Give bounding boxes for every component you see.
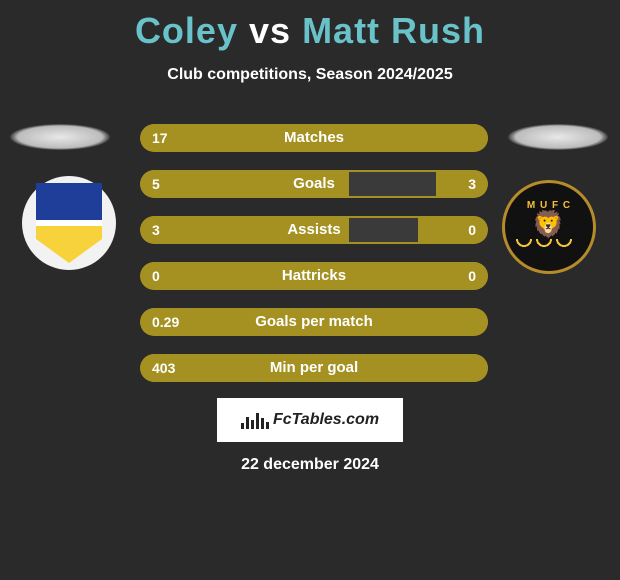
crest-right-lion-icon: 🦁 [514, 211, 584, 237]
branding-bar-segment-icon [251, 420, 254, 429]
branding-badge[interactable]: FcTables.com [217, 398, 403, 442]
stat-bar-row: 17Matches [140, 124, 488, 152]
title-player-left: Coley [135, 10, 238, 51]
crest-left-shield-icon [36, 183, 102, 263]
branding-bar-segment-icon [261, 418, 264, 429]
branding-text: FcTables.com [273, 411, 379, 429]
bar-label: Goals [140, 170, 488, 198]
title-vs: vs [249, 10, 291, 51]
bar-label: Assists [140, 216, 488, 244]
branding-bar-segment-icon [256, 413, 259, 429]
branding-bar-segment-icon [246, 417, 249, 429]
stat-bar-row: 0.29Goals per match [140, 308, 488, 336]
bar-label: Matches [140, 124, 488, 152]
crest-right-waves-icon [514, 239, 584, 255]
club-crest-left-icon [22, 176, 116, 270]
branding-bar-segment-icon [241, 423, 244, 429]
page-subtitle: Club competitions, Season 2024/2025 [0, 66, 620, 84]
shadow-left-icon [10, 124, 110, 150]
branding-bar-segment-icon [266, 422, 269, 429]
stat-bar-row: 30Assists [140, 216, 488, 244]
crest-right-content-icon: M U F C 🦁 [514, 200, 584, 255]
stat-bar-row: 53Goals [140, 170, 488, 198]
title-player-right: Matt Rush [302, 10, 485, 51]
branding-bars-icon [241, 411, 269, 429]
date-label: 22 december 2024 [0, 456, 620, 474]
page-title: Coley vs Matt Rush [0, 0, 620, 52]
bar-label: Hattricks [140, 262, 488, 290]
bar-label: Goals per match [140, 308, 488, 336]
club-crest-right-icon: M U F C 🦁 [502, 180, 596, 274]
stat-bar-row: 00Hattricks [140, 262, 488, 290]
shadow-right-icon [508, 124, 608, 150]
crest-left-stripe-icon [36, 220, 102, 226]
bar-label: Min per goal [140, 354, 488, 382]
stats-bars: 17Matches 53Goals 30Assists 00Hattricks 0.29… [140, 124, 488, 400]
stat-bar-row: 403Min per goal [140, 354, 488, 382]
